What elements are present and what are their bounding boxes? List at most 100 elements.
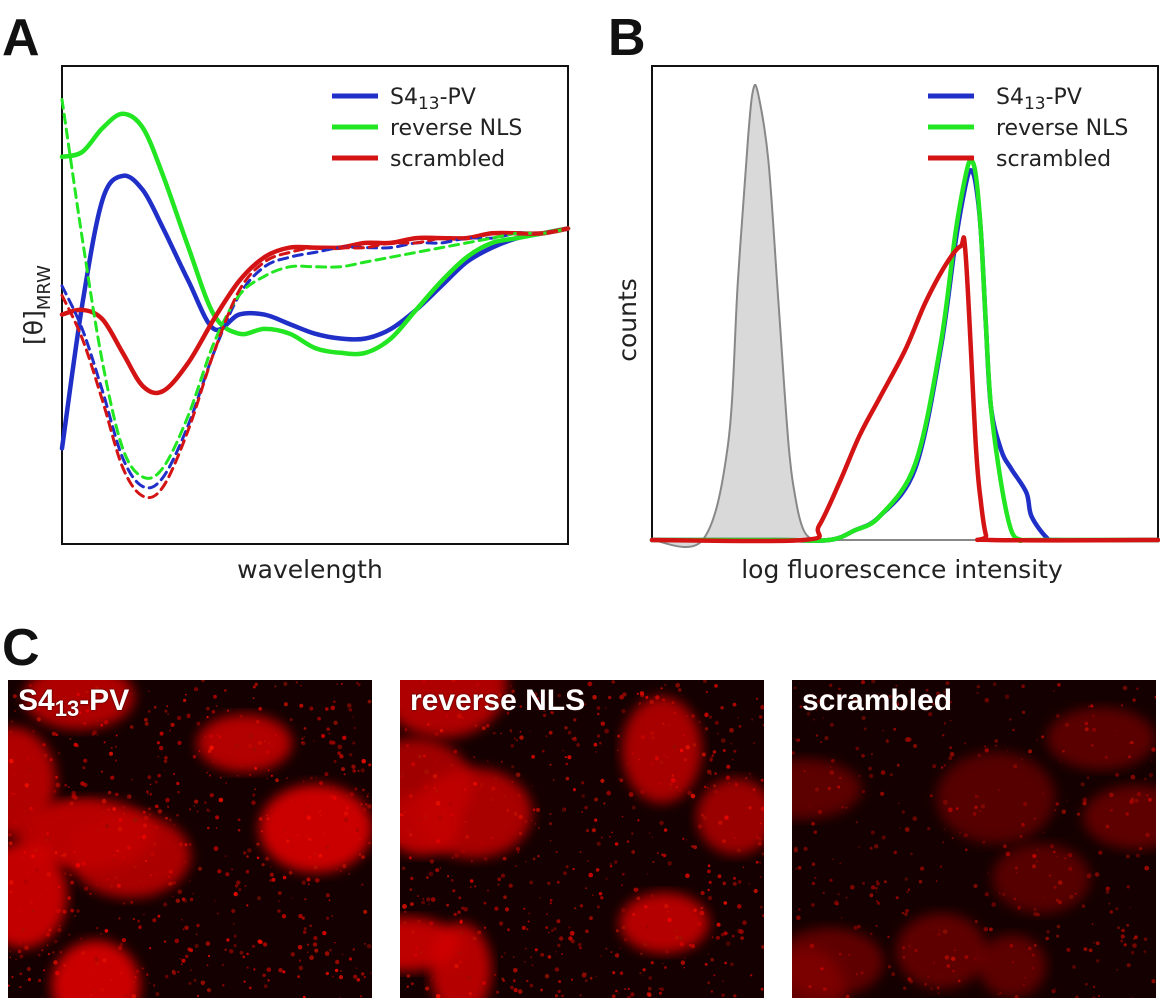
speckle (71, 790, 76, 796)
speckle (858, 775, 861, 777)
speckle (902, 955, 906, 959)
speckle (874, 844, 879, 849)
speckle (131, 778, 133, 781)
speckle (548, 730, 553, 735)
speckle (328, 899, 331, 902)
speckle (112, 807, 117, 811)
speckle (537, 707, 541, 710)
speckle (703, 680, 707, 683)
speckle (94, 957, 99, 962)
speckle (155, 992, 160, 996)
speckle (224, 689, 227, 692)
speckle (497, 877, 501, 882)
speckle (643, 904, 648, 909)
speckle (813, 718, 815, 721)
speckle (857, 925, 860, 928)
speckle (457, 713, 462, 719)
speckle (425, 986, 430, 991)
speckle (366, 795, 369, 798)
speckle (603, 802, 606, 805)
speckle (1084, 721, 1088, 726)
speckle (876, 880, 879, 883)
speckle (1057, 900, 1062, 905)
speckle (561, 953, 563, 955)
speckle (537, 855, 540, 858)
micrograph-reverse-nls: reverse NLS (400, 680, 764, 998)
speckle (27, 977, 32, 982)
speckle (348, 957, 353, 961)
speckle (135, 969, 140, 974)
speckle (122, 856, 125, 859)
speckle (901, 911, 905, 915)
speckle (138, 925, 142, 929)
speckle (345, 825, 347, 827)
speckle (732, 934, 735, 938)
speckle (640, 789, 645, 794)
speckle (485, 723, 490, 728)
speckle (231, 868, 234, 871)
speckle (506, 711, 510, 715)
speckle (875, 900, 878, 903)
speckle (182, 928, 185, 931)
speckle (569, 930, 575, 936)
speckle (166, 705, 169, 707)
speckle (673, 929, 678, 933)
speckle (357, 769, 360, 772)
speckle (32, 730, 35, 733)
speckle (403, 921, 407, 925)
speckle (906, 890, 909, 894)
speckle (119, 971, 123, 975)
speckle (41, 949, 44, 952)
speckle (204, 801, 207, 804)
speckle (35, 868, 39, 872)
speckle (1109, 792, 1114, 798)
speckle (531, 785, 534, 787)
speckle (693, 908, 697, 912)
speckle (511, 781, 513, 783)
speckle (138, 878, 142, 882)
speckle (303, 736, 306, 738)
speckle (942, 734, 945, 737)
speckle (857, 924, 862, 929)
speckle (64, 872, 67, 875)
speckle (891, 972, 896, 977)
speckle (594, 818, 598, 822)
speckle (89, 970, 93, 974)
speckle (1062, 750, 1065, 753)
speckle (153, 984, 156, 987)
speckle (414, 708, 416, 711)
speckle (290, 952, 295, 957)
speckle (665, 950, 669, 954)
speckle (1125, 812, 1129, 816)
panel-a-plot-frame (61, 65, 569, 545)
speckle (292, 846, 294, 848)
speckle (180, 963, 183, 965)
speckle (1116, 730, 1118, 732)
speckle (424, 769, 429, 775)
speckle (182, 898, 188, 903)
speckle (549, 839, 552, 842)
speckle (219, 776, 222, 779)
speckle (196, 994, 200, 998)
speckle (83, 758, 88, 763)
speckle (179, 958, 182, 960)
speckle (334, 942, 336, 944)
speckle (215, 827, 218, 829)
speckle (1120, 704, 1124, 707)
speckle (883, 880, 887, 884)
speckle (206, 706, 210, 711)
speckle (651, 836, 653, 838)
speckle (1151, 979, 1156, 984)
speckle (827, 786, 831, 791)
speckle (167, 805, 170, 808)
speckle (829, 683, 833, 687)
speckle (258, 706, 263, 711)
speckle (458, 951, 462, 955)
speckle (313, 852, 317, 856)
speckle (717, 874, 722, 879)
speckle (176, 715, 182, 721)
speckle (114, 875, 119, 880)
speckle (266, 814, 269, 817)
speckle (761, 852, 764, 856)
speckle (1055, 987, 1057, 989)
